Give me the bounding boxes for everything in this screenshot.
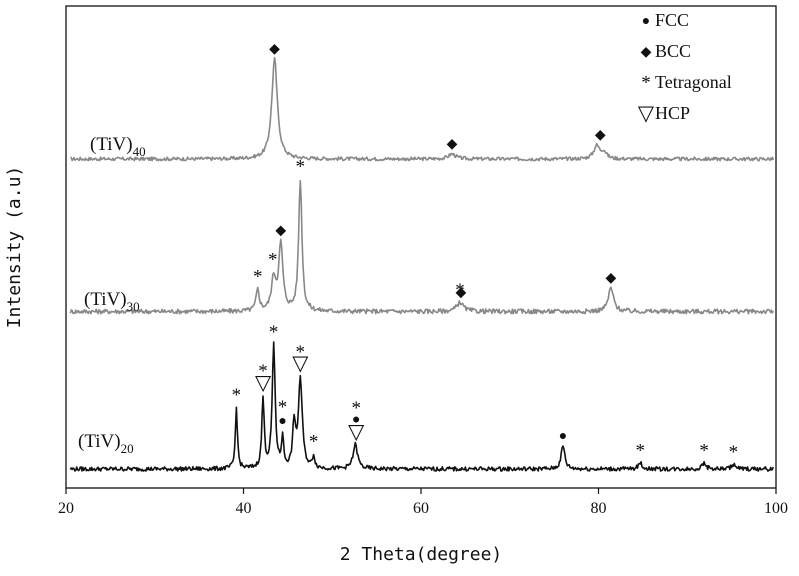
peak-marker: * bbox=[351, 398, 361, 419]
series-line bbox=[69, 341, 775, 472]
legend-symbol: ▽ bbox=[638, 101, 655, 125]
peak-marker: * bbox=[253, 266, 263, 287]
peak-marker: ▽ bbox=[255, 370, 272, 394]
peak-marker: * bbox=[455, 280, 465, 301]
peak-marker: ▽ bbox=[348, 419, 365, 443]
peak-marker: ● bbox=[559, 429, 567, 444]
x-tick-label: 100 bbox=[764, 500, 788, 517]
legend-symbol: * bbox=[641, 72, 651, 93]
x-axis-ticks: 20 40 60 80 100 bbox=[58, 488, 788, 517]
x-tick-label: 80 bbox=[591, 500, 607, 517]
series-label: (TiV)20 bbox=[78, 431, 134, 456]
series-label: (TiV)30 bbox=[84, 289, 140, 314]
x-axis-title: 2 Theta(degree) bbox=[340, 544, 503, 565]
peak-marker: ◆ bbox=[275, 224, 286, 239]
peak-marker: * bbox=[296, 342, 306, 363]
legend: ● FCC◆ BCC* Tetragonal▽ HCP bbox=[638, 10, 732, 125]
x-tick-label: 60 bbox=[413, 500, 429, 517]
legend-label: BCC bbox=[655, 41, 691, 61]
peak-marker: ◆ bbox=[595, 128, 606, 143]
series-line bbox=[69, 180, 775, 315]
peak-marker: * bbox=[729, 442, 739, 463]
legend-symbol: ● bbox=[642, 14, 650, 29]
legend-label: Tetragonal bbox=[655, 72, 732, 92]
peak-marker: ● bbox=[352, 412, 360, 427]
series-label-layer: (TiV)40 (TiV)30 (TiV)20 bbox=[78, 134, 146, 456]
peak-marker: * bbox=[309, 431, 319, 452]
legend-symbol: ◆ bbox=[641, 45, 652, 60]
peak-marker: ◆ bbox=[269, 42, 280, 57]
series-line bbox=[70, 57, 775, 162]
peak-marker: * bbox=[232, 385, 242, 406]
x-tick-label: 40 bbox=[236, 500, 252, 517]
peak-marker: * bbox=[258, 361, 268, 382]
series-label: (TiV)40 bbox=[90, 134, 146, 159]
x-tick-label: 20 bbox=[58, 500, 74, 517]
peak-marker: * bbox=[278, 397, 288, 418]
peak-marker: * bbox=[635, 441, 645, 462]
peak-marker: ◆ bbox=[447, 137, 458, 152]
peak-marker: ◆ bbox=[456, 285, 467, 300]
peak-marker: * bbox=[269, 322, 279, 343]
peak-marker: ◆ bbox=[606, 271, 617, 286]
peak-marker: * bbox=[296, 157, 306, 178]
peak-marker-layer: ◆◆◆**◆*◆*◆*▽**●*▽** ▽●*●* * * bbox=[232, 42, 739, 463]
series-layer bbox=[69, 57, 775, 472]
peak-marker: * bbox=[699, 441, 709, 462]
y-axis-title: Intensity (a.u) bbox=[4, 166, 25, 329]
legend-label: FCC bbox=[655, 10, 689, 30]
peak-marker: * bbox=[268, 250, 278, 271]
legend-label: HCP bbox=[655, 103, 690, 123]
peak-marker: ● bbox=[278, 414, 286, 429]
peak-marker: ▽ bbox=[292, 351, 309, 375]
